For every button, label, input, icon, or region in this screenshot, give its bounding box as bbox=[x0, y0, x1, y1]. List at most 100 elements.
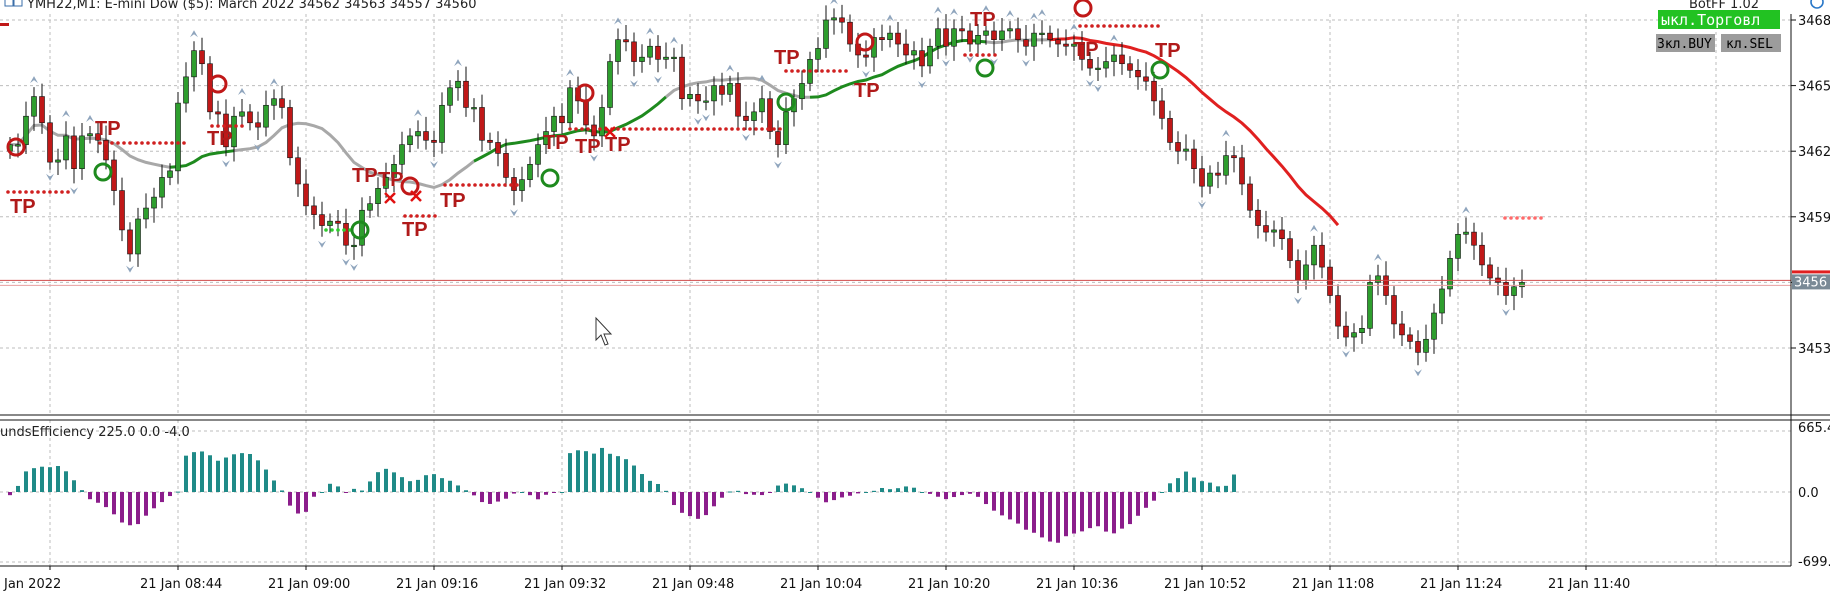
candlestick bbox=[454, 59, 462, 101]
histogram-bar bbox=[1000, 492, 1004, 516]
candle-body bbox=[1151, 80, 1157, 102]
stop-level-dot bbox=[969, 53, 973, 57]
candlestick bbox=[839, 4, 845, 34]
histogram-bar bbox=[1008, 492, 1012, 520]
candlestick bbox=[414, 109, 422, 149]
candle-body bbox=[799, 83, 805, 100]
refresh-icon[interactable] bbox=[1810, 0, 1824, 9]
fractal-up-icon bbox=[238, 87, 246, 95]
candlestick bbox=[1471, 222, 1477, 260]
fractal-down-icon bbox=[1198, 201, 1206, 209]
stop-level-dot bbox=[467, 183, 471, 187]
entry-ring-icon bbox=[400, 176, 420, 196]
candle-body bbox=[823, 19, 829, 49]
candle-body bbox=[335, 220, 341, 224]
candlestick bbox=[430, 130, 438, 169]
x-tick-label: 21 Jan 09:00 bbox=[268, 577, 350, 592]
x-tick-label: 21 Jan 09:32 bbox=[524, 577, 606, 592]
stop-level-dot bbox=[1138, 24, 1142, 28]
histogram-bar bbox=[992, 492, 996, 511]
histogram-bar bbox=[1064, 492, 1068, 537]
candle-body bbox=[1279, 229, 1285, 239]
y-tick-label: 3459 bbox=[1798, 211, 1830, 226]
trade-toggle-button[interactable]: ыкл.Торговл bbox=[1658, 10, 1780, 29]
candle-body bbox=[55, 159, 61, 163]
stop-level-dot bbox=[18, 190, 22, 194]
candlestick bbox=[966, 23, 974, 63]
candle-body bbox=[167, 170, 173, 178]
indicator-tick-label: 0.0 bbox=[1798, 486, 1819, 501]
candlestick bbox=[1055, 28, 1061, 57]
sell-toggle-button[interactable]: кл.SEL bbox=[1721, 34, 1781, 52]
candle-body bbox=[295, 157, 301, 185]
candle-body bbox=[615, 39, 621, 62]
fractal-up-icon bbox=[1038, 9, 1046, 17]
candlestick bbox=[735, 72, 741, 130]
histogram-bar bbox=[768, 492, 772, 493]
stop-level-dot bbox=[742, 127, 746, 131]
fractal-down-icon bbox=[1022, 59, 1030, 67]
stop-level-dot bbox=[1078, 24, 1082, 28]
buy-toggle-button[interactable]: Зкл.BUY bbox=[1656, 34, 1715, 52]
stop-level-dot bbox=[6, 190, 10, 194]
indicator-tick-label: -699. bbox=[1798, 555, 1830, 570]
candle-body bbox=[391, 164, 397, 178]
x-tick-label: Jan 2022 bbox=[3, 577, 61, 592]
stop-level-dot bbox=[433, 214, 437, 218]
stop-level-dot bbox=[30, 190, 34, 194]
stop-level-dot bbox=[98, 141, 102, 145]
candlestick bbox=[1287, 231, 1293, 269]
candlestick bbox=[726, 64, 734, 102]
candlestick bbox=[1183, 134, 1189, 161]
candlestick bbox=[1479, 232, 1485, 277]
candle-body bbox=[343, 223, 349, 246]
candle-body bbox=[1175, 142, 1181, 152]
current-price-label: 3456 bbox=[1794, 275, 1827, 290]
stop-level-dot bbox=[427, 214, 431, 218]
candle-body bbox=[407, 135, 413, 145]
candlestick bbox=[1414, 330, 1422, 377]
stop-level-dot bbox=[724, 127, 728, 131]
candle-body bbox=[1231, 155, 1237, 159]
candlestick bbox=[167, 163, 173, 186]
fractal-up-icon bbox=[886, 14, 894, 22]
histogram-bar bbox=[896, 488, 900, 492]
candlestick bbox=[1151, 71, 1157, 116]
y-tick-label: 3465 bbox=[1798, 80, 1830, 95]
stop-level-dot bbox=[574, 127, 578, 131]
histogram-bar bbox=[80, 490, 84, 492]
stop-level-dot bbox=[443, 183, 447, 187]
candle-body bbox=[519, 179, 525, 191]
fractal-up-icon bbox=[414, 109, 422, 117]
histogram-bar bbox=[808, 492, 812, 493]
candle-body bbox=[1375, 275, 1381, 283]
fractal-down-icon bbox=[350, 263, 358, 271]
candlestick bbox=[303, 169, 309, 216]
histogram-bar bbox=[984, 492, 988, 505]
candlestick bbox=[119, 177, 125, 242]
candlestick bbox=[1030, 12, 1038, 61]
entry-ring-icon bbox=[6, 137, 26, 157]
candle-body bbox=[727, 83, 733, 95]
candle-body bbox=[1207, 172, 1213, 187]
candlestick bbox=[1439, 276, 1445, 325]
candle-body bbox=[1399, 323, 1405, 336]
candlestick bbox=[247, 104, 253, 131]
candle-body bbox=[631, 41, 637, 62]
candle-body bbox=[535, 144, 541, 165]
stop-level-dot bbox=[509, 183, 513, 187]
candle-body bbox=[63, 135, 69, 161]
candle-body bbox=[431, 139, 437, 143]
candle-body bbox=[223, 113, 229, 148]
fractal-down-icon bbox=[966, 55, 974, 63]
take-profit-label: TP bbox=[402, 219, 428, 241]
candle-body bbox=[303, 183, 309, 207]
candle-body bbox=[95, 133, 101, 141]
stop-level-dot bbox=[844, 69, 848, 73]
fractal-down-icon bbox=[510, 209, 518, 217]
stop-level-dot bbox=[1108, 24, 1112, 28]
candlestick bbox=[535, 133, 541, 178]
candlestick bbox=[1319, 232, 1325, 279]
